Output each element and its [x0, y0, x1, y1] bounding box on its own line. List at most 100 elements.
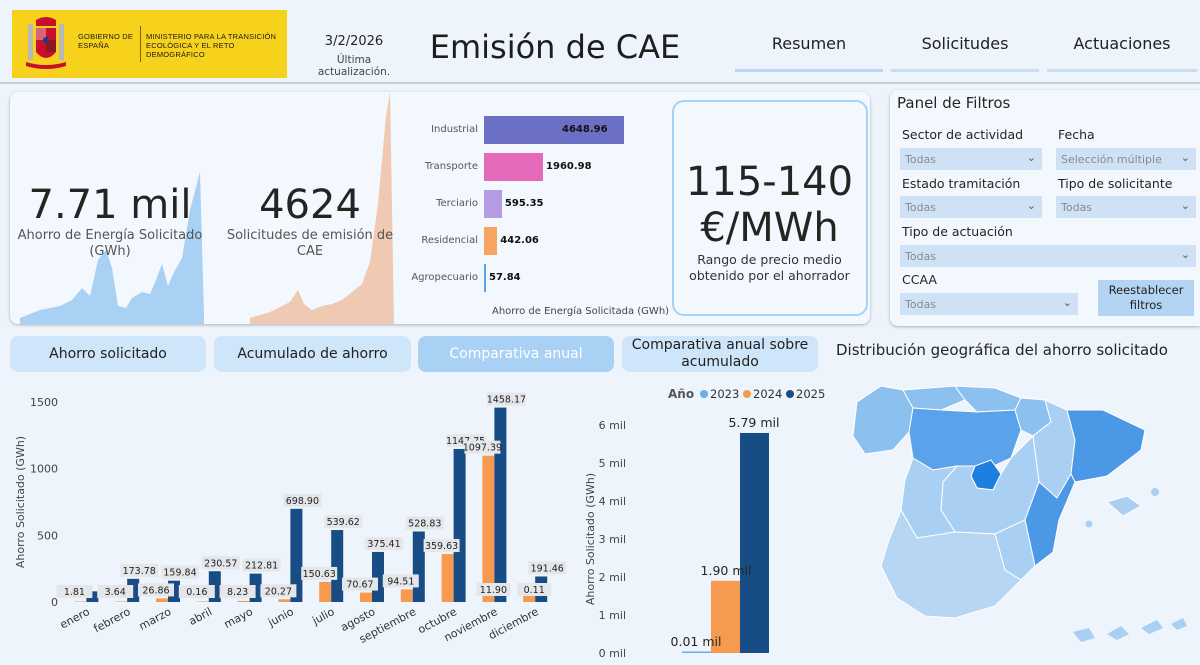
- data-label-2025: 698.90: [286, 496, 319, 507]
- estado-filter-select[interactable]: Todas ⌄: [900, 196, 1042, 218]
- sector-bar-label: Transporte: [424, 161, 478, 172]
- data-label-2024: 8.23: [227, 587, 248, 598]
- kpi-sparklines: [20, 92, 394, 324]
- tipo-solicitante-filter-value: Todas: [1061, 201, 1093, 214]
- sector-bar[interactable]: [484, 153, 544, 181]
- map-region-cataluna: [1066, 409, 1146, 483]
- data-label-2025: 1458.17: [487, 395, 526, 406]
- data-label-bg: [161, 565, 199, 579]
- data-label-bg: [301, 566, 338, 580]
- map-region-andalucia: [880, 508, 1022, 619]
- x-tick-label: abril: [187, 605, 215, 628]
- y-tick-label: 1 mil: [599, 609, 626, 622]
- chevron-down-icon: ⌄: [1180, 151, 1190, 164]
- tipo-solicitante-filter-select[interactable]: Todas ⌄: [1056, 196, 1196, 218]
- map-region-asturias: [902, 385, 966, 411]
- price-value-line1: 115-140: [685, 159, 854, 205]
- data-label-bg: [120, 563, 159, 577]
- data-label-2025: 539.62: [327, 517, 360, 528]
- nav-tab-underline: [891, 69, 1039, 72]
- x-tick-label: julio: [309, 605, 336, 628]
- data-label-bg: [342, 577, 378, 591]
- logo-divider: [140, 26, 141, 62]
- spain-map: [852, 385, 1187, 642]
- bar-2024: [441, 554, 454, 602]
- data-label-bg: [528, 561, 567, 575]
- government-logo: GOBIERNO DE ESPAÑA MINISTERIO PARA LA TR…: [12, 10, 287, 78]
- y-tick-label: 5 mil: [599, 457, 626, 470]
- fecha-filter-select[interactable]: Selección múltiple ⌄: [1056, 148, 1196, 170]
- bar-2025: [494, 407, 507, 602]
- sector-filter-select[interactable]: Todas ⌄: [900, 148, 1042, 170]
- bar-2024: [319, 581, 332, 602]
- chevron-down-icon: ⌄: [1180, 199, 1190, 212]
- bar-2025: [331, 530, 344, 602]
- map-region-extremadura: [900, 457, 959, 539]
- data-label-2025: 212.81: [245, 561, 278, 572]
- data-label-bg: [476, 583, 511, 596]
- tab-comparativa-acumulado[interactable]: Comparativa anual sobre acumulado: [622, 336, 818, 372]
- y-tick-label: 4 mil: [599, 495, 626, 508]
- sector-bar-label: Industrial: [431, 124, 478, 135]
- data-label-bg: [423, 539, 460, 553]
- sector-bar-label: Terciario: [436, 198, 478, 209]
- data-label-extra: 11.90: [480, 585, 507, 596]
- bar-2024: [400, 589, 413, 602]
- x-tick-label: junio: [265, 605, 296, 630]
- sector-bar[interactable]: [484, 116, 624, 144]
- data-label-2025: 159.84: [163, 568, 196, 579]
- ccaa-filter-select[interactable]: Todas ⌄: [900, 293, 1078, 315]
- update-date-label: Última actualización.: [317, 54, 391, 78]
- data-label-bg: [242, 558, 281, 572]
- bar-2024: [115, 601, 128, 602]
- nav-tab-actuaciones[interactable]: Actuaciones: [1047, 30, 1197, 72]
- annual-bar-2024: [711, 580, 740, 653]
- y-tick-label: 6 mil: [599, 419, 626, 432]
- data-label-2024: 1.81: [64, 587, 85, 598]
- data-label-2024: 150.63: [303, 569, 336, 580]
- legend-marker: [743, 390, 751, 398]
- nav-tab-solicitudes[interactable]: Solicitudes: [891, 30, 1039, 72]
- y-axis-label: Ahorro Solicitado (GWh): [584, 473, 597, 605]
- data-label-bg: [138, 583, 174, 597]
- legend-title: Año: [668, 387, 694, 401]
- bar-2024: [74, 601, 87, 602]
- tab-comparativa-anual[interactable]: Comparativa anual: [418, 336, 614, 372]
- ahorro-kpi-value: 7.71 mil: [28, 182, 192, 228]
- bar-2024: [360, 592, 372, 602]
- y-tick-label: 1000: [30, 463, 58, 476]
- x-tick-label: marzo: [137, 605, 174, 633]
- legend-label: 2023: [710, 387, 739, 401]
- tipo-actuacion-filter-select[interactable]: Todas ⌄: [900, 245, 1196, 267]
- data-label-bg: [382, 574, 419, 588]
- sector-bar[interactable]: [484, 190, 502, 218]
- annual-bar-2025: [740, 432, 769, 653]
- tab-acumulado-ahorro[interactable]: Acumulado de ahorro: [214, 336, 411, 372]
- solicitudes-kpi-label: Solicitudes de emisión de CAE: [226, 228, 394, 259]
- reset-filters-button[interactable]: Reestablecer filtros: [1098, 280, 1194, 316]
- annual-bar-label: 1.90 mil: [701, 563, 752, 578]
- fecha-filter-label: Fecha: [1058, 127, 1095, 142]
- filter-panel: Panel de Filtros Sector de actividad Tod…: [890, 90, 1200, 326]
- sector-bar[interactable]: [484, 227, 498, 255]
- sector-bar-value: 595.35: [504, 198, 544, 209]
- legend-marker: [700, 390, 708, 398]
- data-label-2024: 20.27: [265, 586, 292, 597]
- map-region-castilla-leon: [908, 407, 1022, 471]
- nav-tab-label: Solicitudes: [921, 34, 1009, 53]
- map-title: Distribución geográfica del ahorro solic…: [836, 341, 1168, 359]
- nav-tab-resumen[interactable]: Resumen: [735, 30, 883, 72]
- y-tick-label: 0: [51, 596, 58, 609]
- tipo-actuacion-filter-label: Tipo de actuación: [902, 224, 1013, 239]
- tab-ahorro-solicitado[interactable]: Ahorro solicitado: [10, 336, 206, 372]
- map-region-baleares: [1105, 495, 1142, 517]
- data-label-2024: 26.86: [142, 585, 169, 596]
- header-divider: [0, 82, 1200, 84]
- bar-2025: [412, 531, 425, 602]
- data-label-2025: 173.78: [123, 566, 156, 577]
- sector-bar[interactable]: [484, 264, 486, 292]
- data-label-bg: [365, 536, 403, 550]
- data-label-2024: 3.64: [105, 587, 126, 598]
- chevron-down-icon: ⌄: [1180, 248, 1190, 261]
- sector-filter-label: Sector de actividad: [902, 127, 1024, 142]
